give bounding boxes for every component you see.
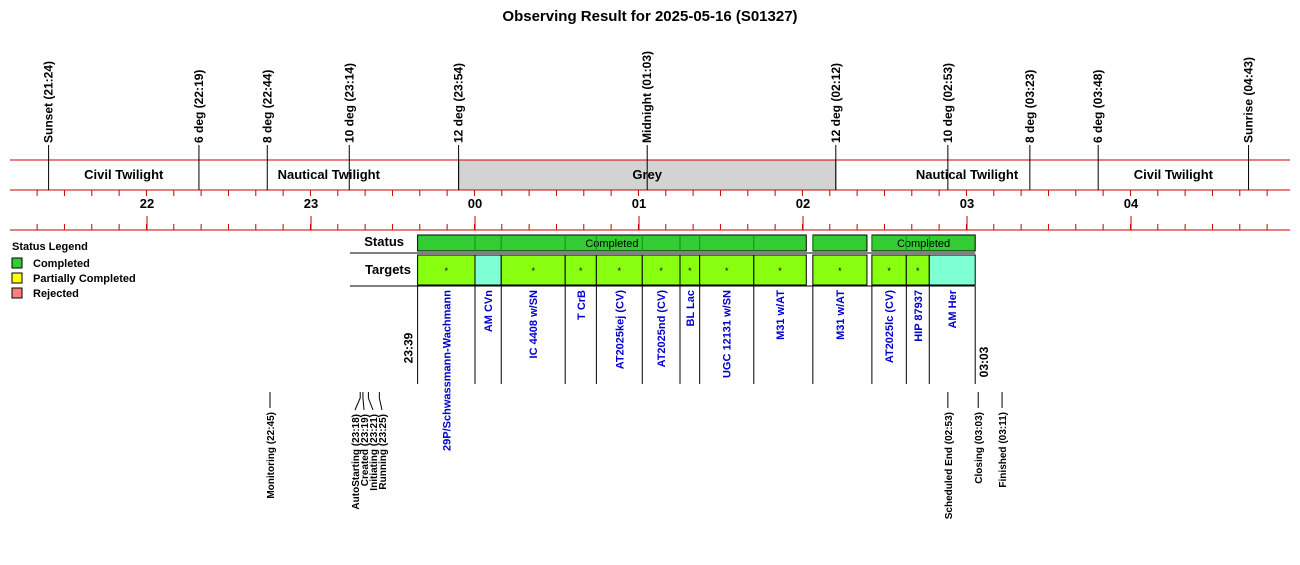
- target-block-3: [564, 254, 597, 286]
- log-event-right-label-1: Closing (03:03): [974, 412, 985, 484]
- target-mark-4: *: [618, 266, 622, 276]
- band-label-4: Civil Twilight: [1134, 167, 1214, 182]
- sun-event-label-6: 12 deg (02:12): [829, 63, 843, 143]
- band-label-0: Civil Twilight: [84, 167, 164, 182]
- sun-event-label-9: 6 deg (03:48): [1091, 70, 1105, 143]
- legend-title: Status Legend: [12, 241, 88, 253]
- target-mark-5: *: [659, 266, 663, 276]
- log-events: Monitoring (22:45) AutoStarting (23:18)Cr…: [266, 392, 1009, 519]
- log-event-leader-3: [378, 392, 383, 411]
- status-segment-label-2: Completed: [897, 238, 950, 250]
- target-block-8: [753, 254, 807, 286]
- sun-event-label-4: 12 deg (23:54): [452, 63, 466, 143]
- log-event-leader-1: [362, 392, 365, 411]
- chart-title: Observing Result for 2025-05-16 (S01327): [502, 8, 797, 25]
- log-event-leader-2: [367, 392, 374, 411]
- legend-swatch-0: [11, 257, 23, 269]
- log-event-right-label-0: Scheduled End (02:53): [944, 412, 955, 519]
- legend-label-2: Rejected: [33, 288, 79, 300]
- target-name-7: UGC 12131 w/SN: [722, 290, 734, 378]
- band-label-1: Nautical Twilight: [278, 167, 381, 182]
- target-name-12: AM Her: [947, 289, 959, 328]
- status-segment-0: [417, 234, 807, 252]
- sun-event-label-3: 10 deg (23:14): [342, 63, 356, 143]
- log-event-cluster-label-3: Running (23:25): [378, 414, 389, 490]
- target-name-10: AT2025lc (CV): [884, 290, 896, 363]
- end-time-label: 03:03: [977, 346, 991, 377]
- status-row: Status Completed Completed: [350, 234, 976, 254]
- sun-event-label-7: 10 deg (02:53): [941, 63, 955, 143]
- target-name-0: 29P/Schwassmann-Wachmann: [441, 290, 453, 451]
- sun-event-label-10: Sunrise (04:43): [1242, 57, 1256, 143]
- target-name-9: M31 w/AT: [835, 290, 847, 340]
- target-name-4: AT2025kej (CV): [614, 290, 626, 370]
- status-row-label: Status: [364, 234, 404, 249]
- target-block-7: [699, 254, 755, 286]
- axis-tick-label-1: 23: [304, 196, 318, 211]
- targets-row: Targets * 29P/Schwassmann-Wachmann AM CVn * I…: [350, 254, 991, 451]
- target-block-4: [595, 254, 643, 286]
- target-block-12: [928, 254, 976, 286]
- status-legend: Status Legend Completed Partially Complete…: [11, 241, 136, 300]
- target-mark-8: *: [778, 266, 782, 276]
- target-mark-10: *: [887, 266, 891, 276]
- axis-tick-label-3: 01: [632, 196, 646, 211]
- log-event-leader-0: [354, 392, 361, 411]
- log-event-cluster-label-2: Initiating (23:21): [369, 414, 380, 491]
- status-segment-1: [812, 234, 868, 252]
- target-mark-9: *: [838, 266, 842, 276]
- axis-tick-label-6: 04: [1124, 196, 1139, 211]
- target-mark-7: *: [725, 266, 729, 276]
- legend-label-1: Partially Completed: [33, 273, 136, 285]
- log-event-right-label-2: Finished (03:11): [998, 412, 1009, 488]
- target-name-1: AM CVn: [483, 290, 495, 332]
- sun-event-label-0: Sunset (21:24): [42, 61, 56, 143]
- start-time-label: 23:39: [402, 332, 416, 363]
- log-event-cluster-label-0: AutoStarting (23:18): [351, 414, 362, 510]
- target-block-1: [474, 254, 502, 286]
- sun-events: Sunset (21:24) 6 deg (22:19) 8 deg (22:44)…: [42, 51, 1256, 190]
- target-name-5: AT2025nd (CV): [656, 290, 668, 368]
- log-event-cluster-label-1: Created (23:19): [360, 414, 371, 486]
- axis-tick-label-5: 03: [960, 196, 974, 211]
- target-mark-2: *: [531, 266, 535, 276]
- legend-label-0: Completed: [33, 258, 90, 270]
- sun-event-label-2: 8 deg (22:44): [260, 70, 274, 143]
- target-mark-0: *: [445, 266, 449, 276]
- target-name-6: BL Lac: [685, 290, 697, 326]
- sun-event-label-8: 8 deg (03:23): [1023, 70, 1037, 143]
- target-name-11: HIP 87937: [913, 290, 925, 342]
- target-mark-11: *: [916, 266, 920, 276]
- sun-event-label-5: Midnight (01:03): [640, 51, 654, 143]
- log-event-label-0: Monitoring (22:45): [266, 412, 277, 499]
- legend-swatch-2: [11, 287, 23, 299]
- legend-swatch-1: [11, 272, 23, 284]
- axis-tick-label-0: 22: [140, 196, 154, 211]
- target-name-2: IC 4408 w/SN: [528, 290, 540, 359]
- target-block-9: [812, 254, 868, 286]
- target-name-3: T CrB: [576, 290, 588, 320]
- target-mark-6: *: [688, 266, 692, 276]
- sun-event-label-1: 6 deg (22:19): [192, 70, 206, 143]
- target-block-10: [871, 254, 907, 286]
- target-block-0: [417, 254, 476, 286]
- band-label-3: Nautical Twilight: [916, 167, 1019, 182]
- target-block-2: [500, 254, 566, 286]
- target-name-8: M31 w/AT: [775, 290, 787, 340]
- axis-tick-label-4: 02: [796, 196, 810, 211]
- targets-row-label: Targets: [365, 262, 411, 277]
- status-segment-label-0: Completed: [585, 238, 638, 250]
- target-mark-3: *: [579, 266, 583, 276]
- axis-tick-label-2: 00: [468, 196, 482, 211]
- hour-axis: 22 23 00 01 02 03 04: [10, 190, 1290, 231]
